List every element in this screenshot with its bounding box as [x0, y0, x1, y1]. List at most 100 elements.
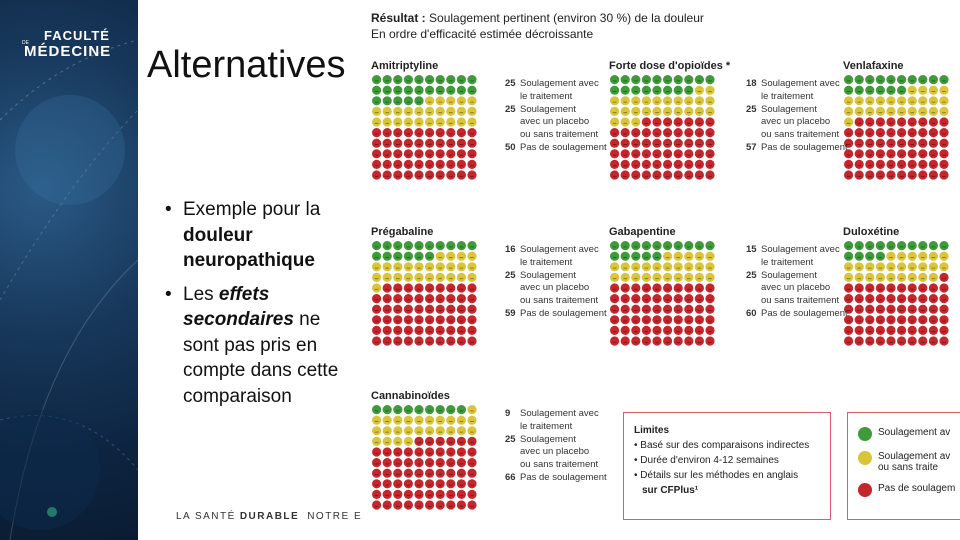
green-smiley-icon: [641, 85, 651, 95]
red-sad-face-icon: [641, 117, 651, 127]
red-sad-face-icon: [673, 149, 683, 159]
yellow-neutral-face-icon: [652, 262, 662, 272]
red-sad-face-icon: [694, 294, 704, 304]
drug-title: Forte dose d'opioïdes *: [609, 60, 731, 72]
red-sad-face-icon: [382, 149, 392, 159]
red-sad-face-icon: [875, 117, 885, 127]
red-sad-face-icon: [435, 283, 445, 293]
red-sad-face-icon: [403, 159, 413, 169]
red-sad-face-icon: [705, 336, 715, 346]
green-smiley-icon: [886, 75, 896, 85]
red-sad-face-icon: [928, 117, 938, 127]
yellow-neutral-face-icon: [467, 251, 477, 261]
faculty-logo: FACULTÉ DE MÉDECINE: [22, 28, 111, 60]
red-sad-face-icon: [918, 149, 928, 159]
green-smiley-icon: [907, 241, 917, 251]
red-sad-face-icon: [414, 128, 424, 138]
red-sad-face-icon: [393, 294, 403, 304]
green-smiley-icon: [663, 85, 673, 95]
yellow-neutral-face-icon: [382, 415, 392, 425]
yellow-neutral-face-icon: [694, 85, 704, 95]
stat-row-placebo: ou sans traitement: [746, 295, 848, 308]
red-sad-face-icon: [705, 294, 715, 304]
red-sad-face-icon: [425, 159, 435, 169]
yellow-neutral-face-icon: [425, 96, 435, 106]
yellow-neutral-face-icon: [641, 96, 651, 106]
footer-bold: DURABLE: [239, 510, 300, 522]
people-grid: [610, 75, 715, 180]
green-smiley-icon: [854, 75, 864, 85]
red-sad-face-icon: [684, 117, 694, 127]
stat-label: Pas de soulagement: [761, 141, 848, 153]
red-sad-face-icon: [456, 283, 466, 293]
red-sad-face-icon: [652, 325, 662, 335]
red-sad-face-icon: [854, 336, 864, 346]
stat-row-placebo: avec un placebo: [505, 446, 607, 459]
red-sad-face-icon: [673, 283, 683, 293]
yellow-neutral-face-icon: [865, 96, 875, 106]
red-sad-face-icon: [641, 315, 651, 325]
red-sad-face-icon: [425, 336, 435, 346]
yellow-neutral-face-icon: [414, 272, 424, 282]
stat-label: Soulagement avec: [520, 244, 599, 255]
red-sad-face-icon: [694, 159, 704, 169]
red-sad-face-icon: [446, 294, 456, 304]
stat-row-none: 57 Pas de soulagement: [746, 142, 848, 155]
green-smiley-icon: [403, 241, 413, 251]
red-sad-face-icon: [844, 315, 854, 325]
stat-label: avec un placebo: [520, 116, 590, 128]
green-smiley-icon: [456, 405, 466, 415]
red-sad-face-icon: [435, 159, 445, 169]
red-sad-face-icon: [425, 294, 435, 304]
yellow-neutral-face-icon: [663, 251, 673, 261]
efficacy-infographic: Résultat : Soulagement pertinent (enviro…: [362, 0, 960, 540]
red-sad-face-icon: [928, 283, 938, 293]
yellow-neutral-face-icon: [393, 117, 403, 127]
red-sad-face-icon: [382, 304, 392, 314]
stat-count: 25: [505, 78, 516, 89]
yellow-neutral-face-icon: [928, 96, 938, 106]
red-sad-face-icon: [928, 294, 938, 304]
yellow-neutral-face-icon: [641, 262, 651, 272]
red-sad-face-icon: [456, 325, 466, 335]
red-sad-face-icon: [393, 283, 403, 293]
stat-row-placebo: ou sans traitement: [505, 129, 607, 142]
yellow-neutral-face-icon: [844, 272, 854, 282]
red-sad-face-icon: [403, 304, 413, 314]
green-smiley-icon: [631, 85, 641, 95]
red-sad-face-icon: [918, 315, 928, 325]
red-sad-face-icon: [446, 458, 456, 468]
red-sad-face-icon: [918, 117, 928, 127]
red-sad-face-icon: [435, 170, 445, 180]
red-sad-face-icon: [414, 325, 424, 335]
red-sad-face-icon: [928, 336, 938, 346]
decorative-sidebar: FACULTÉ DE MÉDECINE: [0, 0, 138, 540]
red-sad-face-icon: [382, 170, 392, 180]
red-sad-face-icon: [865, 159, 875, 169]
yellow-neutral-face-icon: [435, 262, 445, 272]
yellow-neutral-face-icon: [865, 106, 875, 116]
yellow-neutral-face-icon: [705, 262, 715, 272]
stat-label: avec un placebo: [520, 282, 590, 294]
red-sad-face-icon: [446, 283, 456, 293]
red-sad-face-icon: [865, 283, 875, 293]
red-sad-face-icon: [939, 138, 949, 148]
yellow-neutral-face-icon: [403, 117, 413, 127]
yellow-neutral-face-icon: [631, 262, 641, 272]
red-sad-face-icon: [372, 138, 382, 148]
green-smiley-icon: [844, 241, 854, 251]
red-sad-face-icon: [425, 468, 435, 478]
yellow-neutral-face-icon: [467, 426, 477, 436]
people-grid: [610, 241, 715, 346]
red-sad-face-icon: [393, 479, 403, 489]
red-sad-face-icon: [886, 315, 896, 325]
yellow-neutral-face-icon: [865, 262, 875, 272]
yellow-neutral-face-icon: [641, 106, 651, 116]
red-sad-face-icon: [705, 283, 715, 293]
green-smiley-icon: [620, 85, 630, 95]
yellow-neutral-face-icon: [425, 426, 435, 436]
yellow-neutral-face-icon: [641, 272, 651, 282]
red-sad-face-icon: [393, 325, 403, 335]
yellow-neutral-face-icon: [382, 117, 392, 127]
red-sad-face-icon: [393, 304, 403, 314]
